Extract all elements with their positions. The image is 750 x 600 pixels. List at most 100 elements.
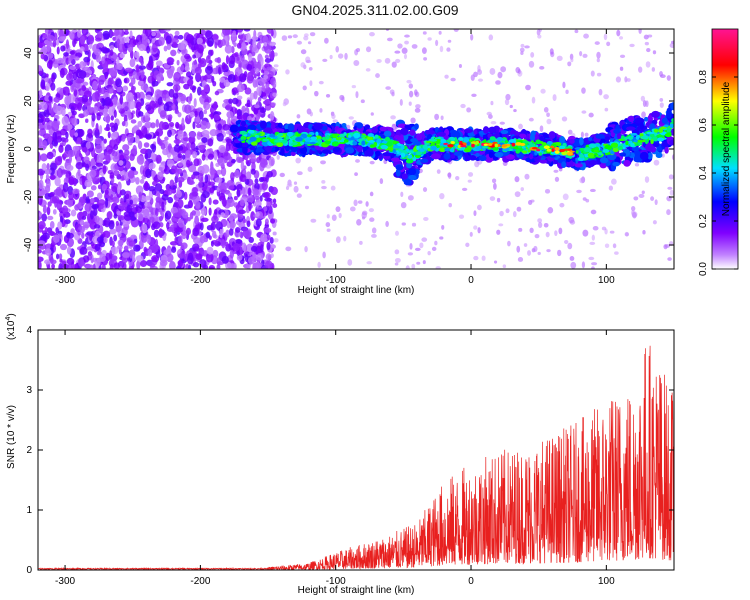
spectrogram-cell (244, 230, 251, 240)
spectrogram-cell (612, 243, 617, 249)
spectrogram-cell (40, 153, 48, 162)
spectrogram-cell (151, 255, 160, 263)
spectrogram-cell (158, 121, 165, 131)
spectrogram-cell (48, 52, 54, 59)
spectrogram-cell (113, 109, 117, 118)
spectrogram-cell (543, 107, 549, 113)
spectrogram-cell (413, 140, 422, 147)
spectrogram-cell (38, 130, 41, 136)
spectrogram-cell (158, 166, 163, 172)
spectrogram-cell (255, 78, 259, 88)
spectrogram-cell (562, 193, 569, 201)
spectrogram-cell (601, 226, 607, 231)
spectrogram-cell (99, 253, 106, 262)
spectrogram-cell (272, 203, 278, 208)
spectrogram-cell (514, 191, 521, 198)
spectrogram-cell (111, 138, 115, 147)
spectrogram-cell (113, 144, 119, 151)
spectrogram-cell (326, 228, 331, 232)
spectrogram-cell (390, 115, 396, 120)
spectrogram-cell (419, 242, 424, 249)
spectrogram-cell (104, 152, 111, 161)
spectrogram-cell (121, 252, 130, 258)
spectrogram-cell (216, 169, 223, 175)
spectrogram-cell (144, 133, 153, 139)
spectrogram-cell (159, 222, 164, 228)
spectrogram-cell (224, 44, 233, 54)
spectrogram-cell (409, 90, 414, 98)
spectrogram-cell (554, 230, 558, 237)
spectrogram-cell (574, 163, 583, 168)
spectrogram-cell (175, 168, 180, 178)
spectrogram-cell (206, 246, 214, 255)
spectrogram-cell (408, 101, 412, 106)
spectrogram-cell (234, 52, 239, 58)
spectrogram-cell (129, 251, 133, 259)
spectrogram-cell (93, 105, 99, 114)
spectrogram-cell (192, 243, 200, 252)
spectrogram-cell (57, 188, 63, 198)
spectrogram-cell (416, 133, 423, 141)
spectrogram-cell (105, 252, 111, 261)
spectrogram-cell (64, 29, 69, 36)
spectrogram-cell (537, 218, 543, 223)
spectrogram-cell (48, 61, 53, 70)
spectrogram-cell (96, 236, 104, 243)
spectrogram-cell (130, 234, 137, 240)
spectrogram-cell (529, 153, 534, 160)
spectrogram-cell (309, 32, 316, 37)
spectrogram-cell (384, 57, 391, 64)
spectrogram-cell (353, 60, 360, 66)
spectrogram-cell (77, 168, 81, 177)
spectrogram-cell (582, 197, 587, 201)
spectrogram-cell (643, 116, 649, 122)
spectrogram-cell (213, 208, 218, 215)
spectrogram-cell (212, 230, 217, 239)
spectrogram-cell (127, 112, 132, 121)
spectrogram-cell (465, 242, 470, 248)
spectrogram-cell (123, 245, 129, 252)
spectrogram-cell (140, 148, 148, 155)
spectrogram-cell (263, 70, 270, 76)
spectrogram-cell (500, 66, 507, 73)
spectrogram-cell (158, 215, 164, 221)
spectrogram-cell (94, 144, 103, 154)
spectrogram-cell (337, 53, 344, 59)
spectrogram-cell (268, 205, 273, 215)
spectrogram-cell (270, 253, 274, 259)
spectrogram-cell (537, 251, 541, 255)
spectrogram-cell (58, 144, 64, 153)
spectrogram-cell (296, 193, 302, 198)
spectrogram-cell (119, 266, 123, 269)
spectrogram-cell (530, 52, 535, 58)
spectrogram-cell (369, 160, 375, 165)
spectrogram-cell (41, 213, 48, 222)
spectrogram-cell (629, 43, 635, 48)
spectrogram-cell (236, 42, 242, 49)
spectrogram-cell (197, 44, 204, 54)
spectrogram-cell (435, 266, 441, 269)
spectrogram-cell (226, 138, 233, 144)
spectrogram-cell (248, 201, 252, 212)
spectrogram-cell (464, 155, 472, 161)
spectrogram-cell (161, 201, 165, 211)
spectrogram-cell (256, 101, 260, 108)
spectrogram-cell (117, 231, 122, 238)
spectrogram-cell (470, 74, 475, 81)
spectrogram-cell (671, 154, 674, 161)
spectrogram-cell (68, 32, 75, 39)
spectrogram-cell (439, 45, 444, 53)
spectrogram-cell (42, 33, 48, 39)
spectrogram-cell (261, 181, 268, 191)
spectrogram-cell (150, 71, 154, 78)
spectrogram-cell (151, 223, 156, 231)
spectrogram-cell (38, 70, 44, 75)
spectrogram-cell (89, 169, 97, 178)
spectrogram-cell (588, 112, 594, 118)
spectrogram-cell (414, 123, 419, 130)
spectrogram-cell (581, 261, 586, 269)
spectrogram-cell (66, 73, 74, 82)
spectrogram-cell (117, 62, 123, 71)
spectrogram-cell (494, 151, 504, 158)
spectrogram-cell (124, 149, 130, 156)
